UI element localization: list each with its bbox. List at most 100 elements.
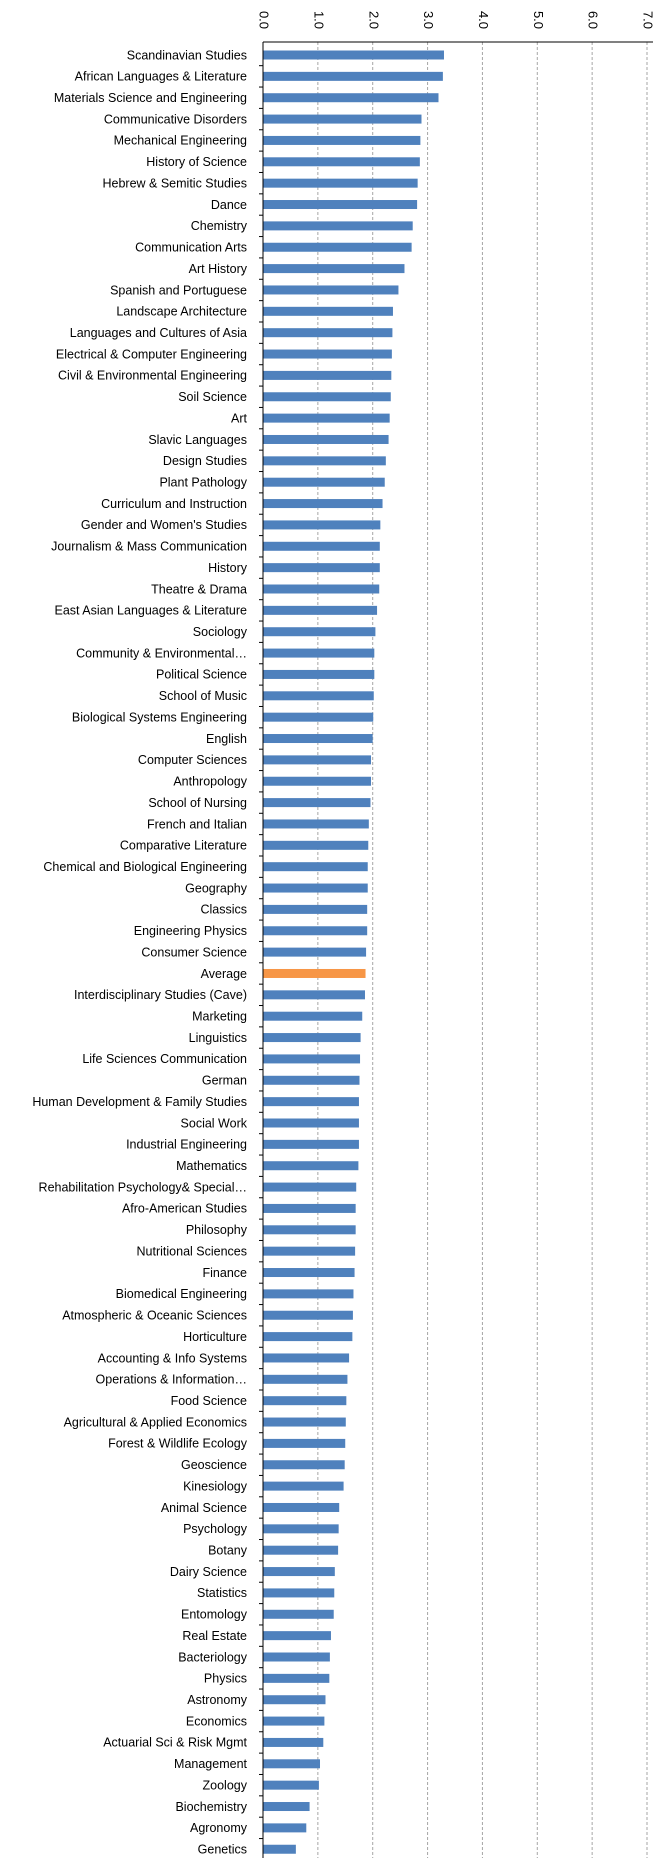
category-label: Forest & Wildlife Ecology: [108, 1437, 248, 1451]
bar: [263, 200, 418, 210]
bar: [263, 1182, 357, 1192]
category-label: Kinesiology: [183, 1479, 248, 1493]
category-label: Rehabilitation Psychology& Special…: [39, 1180, 247, 1194]
bars: [263, 50, 444, 1854]
category-label: Curriculum and Instruction: [101, 497, 247, 511]
bar: [263, 627, 376, 637]
category-label: School of Nursing: [148, 796, 247, 810]
category-axis: Scandinavian Studies African Languages & …: [32, 42, 264, 1858]
category-label: East Asian Languages & Literature: [55, 604, 248, 618]
category-label: Chemical and Biological Engineering: [43, 860, 247, 874]
tick-label: 5.0: [531, 11, 546, 29]
bar: [263, 50, 444, 60]
bar: [263, 1289, 354, 1299]
category-label: Biochemistry: [175, 1800, 247, 1814]
category-label: Engineering Physics: [134, 924, 247, 938]
bar: [263, 947, 367, 957]
category-label: Electrical & Computer Engineering: [56, 347, 247, 361]
bar: [263, 840, 369, 850]
bar: [263, 1332, 353, 1342]
category-label: Industrial Engineering: [126, 1138, 247, 1152]
category-label: Comparative Literature: [120, 839, 247, 853]
category-label: Computer Sciences: [138, 753, 247, 767]
bar: [263, 605, 378, 615]
bar: [263, 1588, 335, 1598]
bar: [263, 392, 391, 402]
category-label: Languages and Cultures of Asia: [70, 326, 247, 340]
bar: [263, 1353, 350, 1363]
bar: [263, 1716, 325, 1726]
bar: [263, 1844, 296, 1854]
bar: [263, 648, 375, 658]
tick-label: 3.0: [421, 11, 436, 29]
bar: [263, 1011, 363, 1021]
bar: [263, 264, 405, 274]
bar: [263, 1695, 326, 1705]
category-label: Management: [174, 1757, 247, 1771]
category-label: Food Science: [171, 1394, 247, 1408]
category-label: Interdisciplinary Studies (Cave): [74, 988, 247, 1002]
category-label: Landscape Architecture: [116, 305, 247, 319]
bar: [263, 1438, 346, 1448]
category-label: Marketing: [192, 1009, 247, 1023]
bar: [263, 71, 443, 81]
bar: [263, 798, 371, 808]
category-label: Economics: [186, 1714, 247, 1728]
bar: [263, 669, 375, 679]
bar: [263, 242, 412, 252]
bar: [263, 1225, 356, 1235]
category-label: Gender and Women's Studies: [81, 518, 247, 532]
category-label: Geoscience: [181, 1458, 247, 1472]
category-label: Animal Science: [161, 1501, 247, 1515]
bar: [263, 135, 421, 145]
category-label: Mechanical Engineering: [114, 134, 247, 148]
bar: [263, 990, 365, 1000]
category-label: Materials Science and Engineering: [54, 91, 247, 105]
category-label: Anthropology: [173, 775, 247, 789]
category-label: Slavic Languages: [148, 433, 247, 447]
category-label: Mathematics: [176, 1159, 247, 1173]
category-label: Operations & Information…: [96, 1373, 247, 1387]
bar: [263, 1673, 330, 1683]
category-label: Horticulture: [183, 1330, 247, 1344]
bar: [263, 1139, 359, 1149]
bar: [263, 1203, 356, 1213]
bar: [263, 1609, 334, 1619]
value-axis: 0.0 1.0 2.0 3.0 4.0 5.0 6.0 7.0: [257, 11, 656, 43]
category-label: Classics: [200, 903, 247, 917]
bar: [263, 157, 420, 167]
bar: [263, 1481, 344, 1491]
bar: [263, 1780, 319, 1790]
gridlines: [317, 42, 648, 1858]
bar: [263, 1310, 353, 1320]
bar: [263, 1118, 359, 1128]
bar: [263, 1075, 360, 1085]
category-label: Art: [231, 411, 248, 425]
bar: [263, 349, 392, 359]
bar: [263, 883, 368, 893]
category-label: Communication Arts: [135, 241, 247, 255]
category-label: School of Music: [159, 689, 247, 703]
category-label: French and Italian: [147, 817, 247, 831]
bar: [263, 712, 374, 722]
category-label: Civil & Environmental Engineering: [58, 369, 247, 383]
category-label: Linguistics: [189, 1031, 247, 1045]
bar: [263, 1054, 361, 1064]
bar: [263, 114, 422, 124]
bar: [263, 755, 372, 765]
category-label: Statistics: [197, 1586, 247, 1600]
bar: [263, 178, 418, 188]
category-label: Theatre & Drama: [151, 582, 247, 596]
tick-label: 1.0: [311, 11, 326, 29]
bar: [263, 776, 372, 786]
bar: [263, 584, 380, 594]
bar: [263, 1759, 321, 1769]
bar: [263, 1802, 310, 1812]
bar: [263, 541, 380, 551]
bar: [263, 1246, 356, 1256]
category-label: Communicative Disorders: [104, 112, 247, 126]
category-label: Biological Systems Engineering: [72, 710, 247, 724]
bar: [263, 1097, 359, 1107]
bar: [263, 904, 368, 914]
